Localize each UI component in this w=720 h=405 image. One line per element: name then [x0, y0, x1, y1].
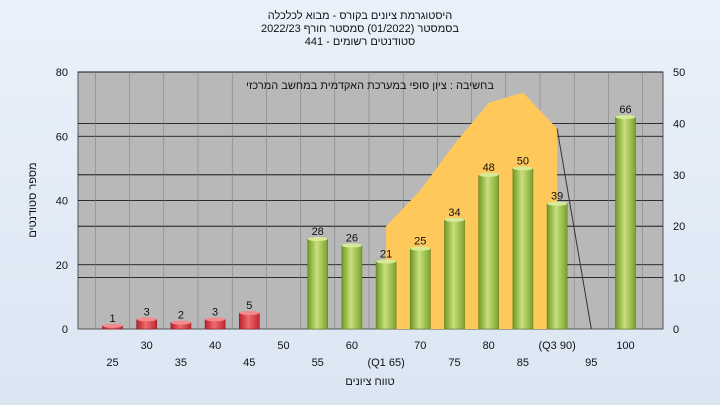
bar: [615, 116, 636, 330]
x-tick-label: 80: [483, 340, 495, 352]
bar-label: 5: [246, 300, 252, 312]
x-tick-label: 75: [448, 357, 460, 369]
bar-label: 48: [483, 162, 495, 174]
x-tick-label: 45: [243, 357, 255, 369]
bar: [239, 312, 260, 330]
bar-label: 21: [380, 249, 392, 261]
x-tick-label: 30: [141, 340, 153, 352]
bar-top: [136, 317, 157, 322]
bar-label: 34: [448, 207, 460, 219]
bar-label: 3: [212, 306, 218, 318]
x-tick-label: 85: [517, 357, 529, 369]
bar-top: [205, 317, 226, 322]
bar-label: 66: [619, 104, 631, 116]
y2-tick-label: 0: [673, 324, 679, 336]
x-tick-label: 60: [346, 340, 358, 352]
bar-label: 26: [346, 232, 358, 244]
bar: [546, 203, 568, 330]
y2-tick-label: 30: [673, 170, 685, 182]
x-tick-label: 100: [616, 340, 634, 352]
chart-title: היסטוגרמת ציונים בקורס - מבוא לכלכלה בסמ…: [0, 10, 720, 49]
bar-top: [444, 217, 465, 222]
x-tick-label: (Q3 90): [538, 340, 575, 352]
bar-top: [615, 114, 636, 119]
bar-top: [547, 201, 568, 206]
y2-tick-label: 50: [673, 67, 685, 79]
bar-top: [376, 259, 397, 264]
x-tick-label: 40: [209, 340, 221, 352]
title-line-3: סטודנטים רשומים - 441: [304, 36, 416, 48]
bar: [444, 219, 465, 330]
bar-top: [512, 166, 533, 171]
bar-top: [478, 172, 499, 177]
bar: [341, 245, 363, 330]
bar-top: [239, 310, 260, 315]
x-tick-label: 35: [175, 357, 187, 369]
y-tick-label: 60: [56, 131, 68, 143]
bar-top: [341, 243, 362, 248]
y-axis-title: מספר סטודנטים: [27, 162, 39, 237]
x-tick-label: 25: [106, 357, 118, 369]
bar-label: 25: [414, 236, 426, 248]
bar-top: [102, 323, 123, 328]
y2-tick-label: 20: [673, 221, 685, 233]
bar-label: 28: [312, 226, 324, 238]
area-label: בחשיבה : ציון סופי במערכת האקדמית במחשב …: [246, 80, 494, 92]
y2-tick-label: 40: [673, 118, 685, 130]
bar-top: [410, 246, 431, 251]
title-line-2: בסמסטר (01/2022) סמסטר חורף 2022/23: [260, 23, 460, 35]
x-tick-label: 95: [585, 357, 597, 369]
bar-label: 3: [144, 306, 150, 318]
y2-tick-label: 10: [673, 273, 685, 285]
y-tick-label: 0: [62, 324, 68, 336]
x-axis-title: טווח ציונים: [345, 376, 394, 388]
x-tick-label: (Q1 65): [367, 357, 404, 369]
y-tick-label: 20: [56, 260, 68, 272]
x-tick-label: 55: [312, 357, 324, 369]
bar: [307, 238, 329, 330]
x-tick-label: 70: [414, 340, 426, 352]
y-tick-label: 80: [56, 67, 68, 79]
title-line-1: היסטוגרמת ציונים בקורס - מבוא לכלכלה: [267, 10, 453, 22]
x-tick-label: 50: [277, 340, 289, 352]
bar-top: [307, 237, 328, 242]
bar-label: 39: [551, 191, 563, 203]
bar: [478, 174, 500, 330]
y-tick-label: 40: [56, 196, 68, 208]
bar: [375, 261, 397, 330]
bar-label: 1: [109, 313, 115, 325]
bar-label: 50: [517, 155, 529, 167]
bar-label: 2: [178, 310, 184, 322]
area-drop-line: [556, 128, 592, 330]
bar-top: [170, 320, 191, 325]
bar: [409, 248, 431, 330]
bar: [512, 168, 534, 330]
